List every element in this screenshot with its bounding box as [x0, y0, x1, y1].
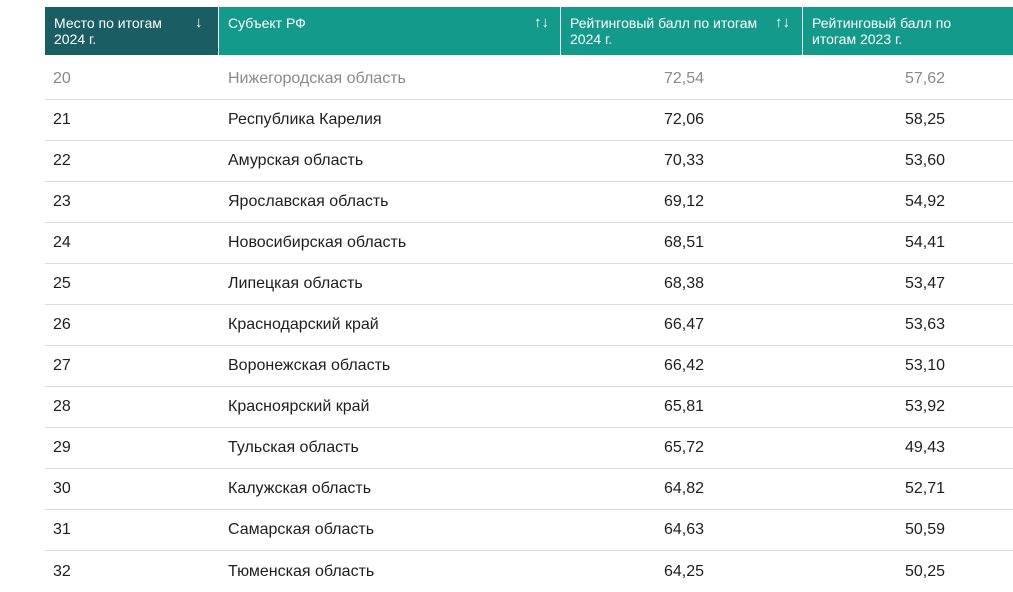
region-cell: Калужская область: [228, 480, 372, 497]
score-2023-cell: 54,92: [904, 193, 945, 210]
column-header-score-2023: Рейтинговый балл по итогам 2023 г.: [803, 7, 1013, 55]
region-cell: Воронежская область: [228, 357, 391, 374]
score-2024-cell: 64,63: [663, 521, 704, 538]
score-2023-cell: 53,10: [904, 357, 945, 374]
sort-toggle-icon[interactable]: ↑↓: [534, 14, 549, 31]
region-cell: Самарская область: [228, 521, 375, 538]
table-row: 25 Липецкая область 68,38 53,47: [45, 264, 1013, 305]
score-2024-cell: 68,51: [663, 234, 704, 251]
rank-cell: 30: [53, 480, 71, 497]
table-row: 26 Краснодарский край 66,47 53,63: [45, 305, 1013, 346]
score-2024-cell: 66,42: [663, 357, 704, 374]
table-row: 27 Воронежская область 66,42 53,10: [45, 346, 1013, 387]
column-header-region-label: Субъект РФ: [228, 15, 306, 31]
score-2023-cell: 50,59: [904, 521, 945, 538]
table-row: 30 Калужская область 64,82 52,71: [45, 469, 1013, 510]
rank-cell: 29: [53, 439, 71, 456]
region-cell: Красноярский край: [228, 398, 370, 415]
column-header-score-2024[interactable]: Рейтинговый балл по итогам 2024 г. ↑↓: [561, 7, 803, 55]
table-row: 22 Амурская область 70,33 53,60: [45, 141, 1013, 182]
rank-cell: 32: [53, 562, 71, 580]
region-cell: Липецкая область: [228, 275, 363, 292]
column-header-rank[interactable]: Место по итогам 2024 г. ↓: [45, 7, 219, 55]
score-2024-cell: 72,54: [663, 69, 704, 87]
score-2024-cell: 72,06: [663, 111, 704, 128]
table-row: 21 Республика Карелия 72,06 58,25: [45, 100, 1013, 141]
column-header-region[interactable]: Субъект РФ ↑↓: [219, 7, 561, 55]
score-2024-cell: 65,81: [663, 398, 704, 415]
table-row: 29 Тульская область 65,72 49,43: [45, 428, 1013, 469]
rank-cell: 24: [53, 234, 71, 251]
rank-cell: 26: [53, 316, 71, 333]
score-2024-cell: 64,25: [663, 562, 704, 580]
score-2023-cell: 53,47: [904, 275, 945, 292]
region-cell: Нижегородская область: [228, 69, 406, 87]
region-cell: Тюменская область: [228, 562, 375, 580]
column-header-score-2024-label: Рейтинговый балл по итогам 2024 г.: [570, 15, 758, 47]
score-2024-cell: 64,82: [663, 480, 704, 497]
rank-cell: 21: [53, 111, 71, 128]
score-2023-cell: 57,62: [904, 69, 945, 87]
table-row: 23 Ярославская область 69,12 54,92: [45, 182, 1013, 223]
rank-cell: 20: [53, 69, 71, 87]
score-2023-cell: 50,25: [904, 562, 945, 580]
region-cell: Ярославская область: [228, 193, 389, 210]
score-2024-cell: 68,38: [663, 275, 704, 292]
sort-descending-icon[interactable]: ↓: [195, 14, 203, 31]
score-2024-cell: 70,33: [663, 152, 704, 169]
score-2023-cell: 53,60: [904, 152, 945, 169]
rank-cell: 28: [53, 398, 71, 415]
score-2023-cell: 53,63: [904, 316, 945, 333]
table-row: 20 Нижегородская область 72,54 57,62: [45, 55, 1013, 100]
table-body: 20 Нижегородская область 72,54 57,62 21 Респу…: [45, 55, 1013, 592]
score-2023-cell: 52,71: [904, 480, 945, 497]
table-row: 32 Тюменская область 64,25 50,25: [45, 551, 1013, 592]
score-2023-cell: 54,41: [904, 234, 945, 251]
rank-cell: 31: [53, 521, 71, 538]
region-cell: Республика Карелия: [228, 111, 382, 128]
region-cell: Тульская область: [228, 439, 359, 456]
table-row: 24 Новосибирская область 68,51 54,41: [45, 223, 1013, 264]
table-header: Место по итогам 2024 г. ↓ Субъект РФ ↑↓ …: [45, 7, 1013, 55]
region-cell: Новосибирская область: [228, 234, 407, 251]
rank-cell: 22: [53, 152, 71, 169]
score-2023-cell: 58,25: [904, 111, 945, 128]
table-row: 28 Красноярский край 65,81 53,92: [45, 387, 1013, 428]
sort-toggle-icon[interactable]: ↑↓: [775, 14, 790, 31]
rank-cell: 27: [53, 357, 71, 374]
column-header-score-2023-label: Рейтинговый балл по итогам 2023 г.: [812, 15, 952, 47]
rank-cell: 23: [53, 193, 71, 210]
table-row: 31 Самарская область 64,63 50,59: [45, 510, 1013, 551]
column-header-rank-label: Место по итогам 2024 г.: [54, 15, 162, 47]
score-2024-cell: 65,72: [663, 439, 704, 456]
region-cell: Амурская область: [228, 152, 364, 169]
rank-cell: 25: [53, 275, 71, 292]
rating-table: Место по итогам 2024 г. ↓ Субъект РФ ↑↓ …: [45, 7, 1013, 592]
score-2023-cell: 49,43: [904, 439, 945, 456]
score-2024-cell: 69,12: [663, 193, 704, 210]
region-cell: Краснодарский край: [228, 316, 379, 333]
score-2024-cell: 66,47: [663, 316, 704, 333]
score-2023-cell: 53,92: [904, 398, 945, 415]
